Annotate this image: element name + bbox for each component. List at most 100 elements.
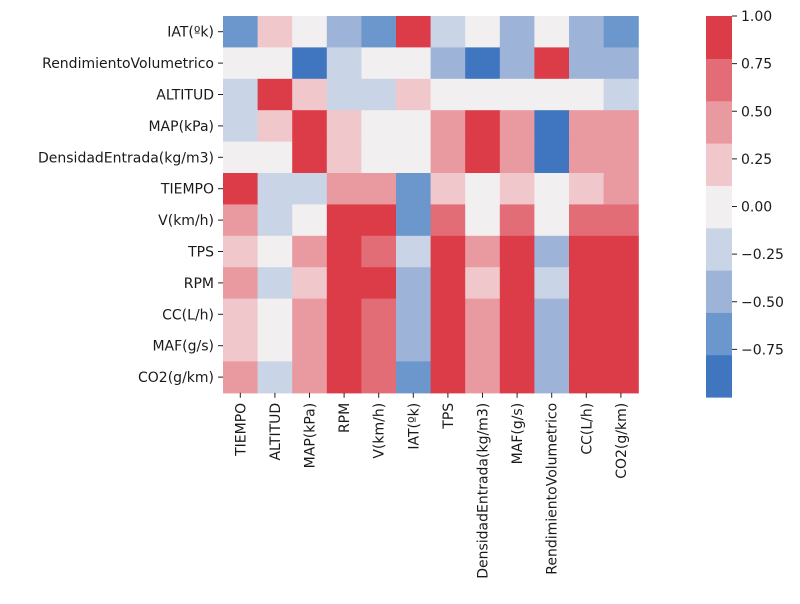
heatmap-cell	[326, 330, 362, 362]
heatmap-cell	[499, 78, 535, 111]
heatmap-cell	[257, 361, 293, 394]
heatmap-cell	[534, 141, 570, 174]
heatmap-cell	[499, 267, 535, 300]
colorbar-segment	[706, 227, 732, 271]
heatmap-cell	[396, 47, 432, 80]
colorbar-segment	[706, 143, 732, 186]
heatmap-cell	[326, 78, 362, 111]
heatmap-cell	[603, 330, 639, 362]
colorbar-segment	[706, 100, 732, 144]
heatmap-cell	[534, 330, 570, 362]
heatmap-cell	[396, 173, 432, 205]
heatmap-cell	[361, 110, 397, 143]
heatmap-cell	[569, 141, 605, 174]
heatmap-cell	[223, 330, 259, 362]
row-label: MAF(g/s)	[152, 339, 214, 355]
heatmap-cell	[326, 204, 362, 237]
heatmap-cell	[430, 78, 466, 111]
row-label: MAP(kPa)	[148, 119, 214, 135]
heatmap-cell	[534, 204, 570, 237]
row-label: RPM	[184, 276, 214, 292]
heatmap-cell	[534, 78, 570, 111]
heatmap-cell	[223, 16, 259, 48]
heatmap-cell	[396, 298, 432, 331]
colorbar-tick-label: 0.25	[741, 152, 772, 168]
heatmap-cell	[223, 267, 259, 300]
heatmap-cell	[292, 361, 328, 394]
heatmap-cell	[499, 110, 535, 143]
heatmap-cell	[292, 267, 328, 300]
column-label: MAP(kPa)	[303, 403, 319, 469]
heatmap-cell	[361, 78, 397, 111]
heatmap-cell	[361, 298, 397, 331]
heatmap-cell	[326, 16, 362, 48]
heatmap-cell	[465, 173, 501, 205]
column-label: MAF(g/s)	[510, 403, 526, 465]
heatmap-cell	[223, 235, 259, 268]
heatmap-cell	[361, 330, 397, 362]
heatmap-cell	[292, 110, 328, 143]
heatmap-cell	[430, 298, 466, 331]
heatmap-cell	[292, 16, 328, 48]
heatmap-cell	[326, 173, 362, 205]
row-label: DensidadEntrada(kg/m3)	[38, 150, 214, 166]
heatmap-cell	[396, 330, 432, 362]
heatmap-cell	[603, 267, 639, 300]
heatmap-cell	[499, 330, 535, 362]
column-label: CO2(g/km)	[614, 403, 630, 479]
heatmap-cell	[465, 235, 501, 268]
heatmap-cell	[499, 16, 535, 48]
heatmap-cell	[534, 110, 570, 143]
heatmap-cell	[326, 47, 362, 80]
heatmap-cell	[534, 298, 570, 331]
heatmap-cell	[257, 267, 293, 300]
heatmap-cell	[603, 47, 639, 80]
heatmap-cell	[430, 47, 466, 80]
heatmap-cell	[603, 361, 639, 394]
heatmap-cell	[499, 361, 535, 394]
column-label: IAT(ºk)	[406, 403, 422, 450]
column-label: TPS	[441, 403, 457, 430]
heatmap-cell	[569, 78, 605, 111]
heatmap-cell	[569, 16, 605, 48]
heatmap-cell	[430, 16, 466, 48]
heatmap-cell	[534, 267, 570, 300]
heatmap-cell	[465, 298, 501, 331]
heatmap-cell	[430, 235, 466, 268]
column-label: ALTITUD	[268, 403, 284, 461]
row-label: CO2(g/km)	[138, 370, 214, 386]
heatmap-cell	[603, 16, 639, 48]
column-label: V(km/h)	[372, 403, 388, 459]
heatmap-cell	[603, 141, 639, 174]
heatmap-cell	[223, 173, 259, 205]
heatmap-cell	[361, 141, 397, 174]
heatmap-cell	[223, 78, 259, 111]
heatmap-cell	[326, 235, 362, 268]
column-label: CC(L/h)	[579, 403, 595, 455]
heatmap-cell	[534, 361, 570, 394]
heatmap-cell	[534, 173, 570, 205]
row-label: IAT(ºk)	[167, 25, 214, 41]
heatmap-cell	[257, 47, 293, 80]
heatmap-cell	[292, 47, 328, 80]
heatmap-cell	[465, 204, 501, 237]
heatmap-cell	[292, 78, 328, 111]
column-label: TIEMPO	[233, 403, 249, 457]
heatmap-cell	[361, 361, 397, 394]
heatmap-cell	[257, 78, 293, 111]
heatmap-cell	[223, 47, 259, 80]
heatmap-cell	[361, 267, 397, 300]
heatmap-cell	[396, 78, 432, 111]
colorbar-tick-label: 1.00	[741, 9, 772, 25]
row-label: ALTITUD	[156, 88, 214, 104]
heatmap-cell	[430, 110, 466, 143]
heatmap-cell	[465, 78, 501, 111]
heatmap-cell	[534, 235, 570, 268]
colorbar-segment	[706, 16, 732, 59]
heatmap-cell	[326, 141, 362, 174]
heatmap-cell	[292, 141, 328, 174]
heatmap-cell	[430, 173, 466, 205]
heatmap-cell	[603, 298, 639, 331]
heatmap-cell	[396, 141, 432, 174]
